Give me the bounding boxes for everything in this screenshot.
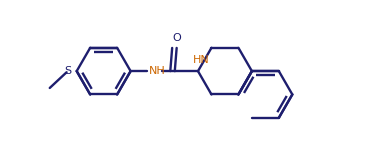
Text: HN: HN — [193, 54, 210, 65]
Text: O: O — [172, 33, 181, 43]
Text: S: S — [65, 66, 72, 76]
Text: NH: NH — [149, 66, 166, 76]
